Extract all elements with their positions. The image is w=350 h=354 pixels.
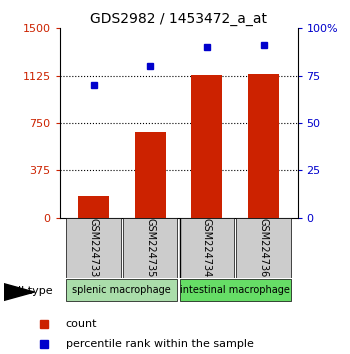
Text: percentile rank within the sample: percentile rank within the sample [66,339,254,349]
Text: GSM224735: GSM224735 [145,218,155,278]
Bar [236,218,291,278]
Bar [180,279,291,302]
Bar [66,279,177,302]
Polygon shape [4,284,34,301]
Bar [78,196,109,218]
Bar [191,75,222,218]
Text: intestinal macrophage: intestinal macrophage [180,285,290,295]
Bar [66,218,121,278]
Bar [135,132,166,218]
Text: GSM224736: GSM224736 [259,218,268,278]
Text: cell type: cell type [5,286,53,296]
Text: count: count [66,319,97,329]
Text: splenic macrophage: splenic macrophage [72,285,171,295]
Text: GSM224733: GSM224733 [89,218,98,278]
Text: GSM224734: GSM224734 [202,218,212,278]
Bar [123,218,177,278]
Title: GDS2982 / 1453472_a_at: GDS2982 / 1453472_a_at [90,12,267,26]
Bar [180,218,234,278]
Bar [248,74,279,218]
